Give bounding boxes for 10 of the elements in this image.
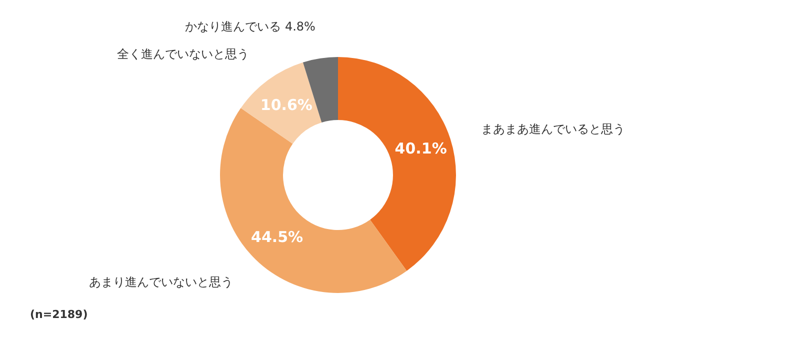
slice-label: まあまあ進んでいると思う — [480, 122, 625, 136]
data-label: 10.6% — [260, 96, 312, 114]
data-label: 44.5% — [251, 228, 304, 246]
data-label: 40.1% — [394, 139, 447, 158]
slice-label: あまり進んでいないと思う — [88, 275, 233, 290]
donut-slice — [338, 57, 456, 271]
slice-label: かなり進んでいる 4.8% — [185, 20, 316, 34]
donut-slice — [240, 62, 322, 144]
text: (n=2189) — [30, 308, 88, 321]
slice-label: 全く進んでいないと思う — [117, 47, 250, 62]
